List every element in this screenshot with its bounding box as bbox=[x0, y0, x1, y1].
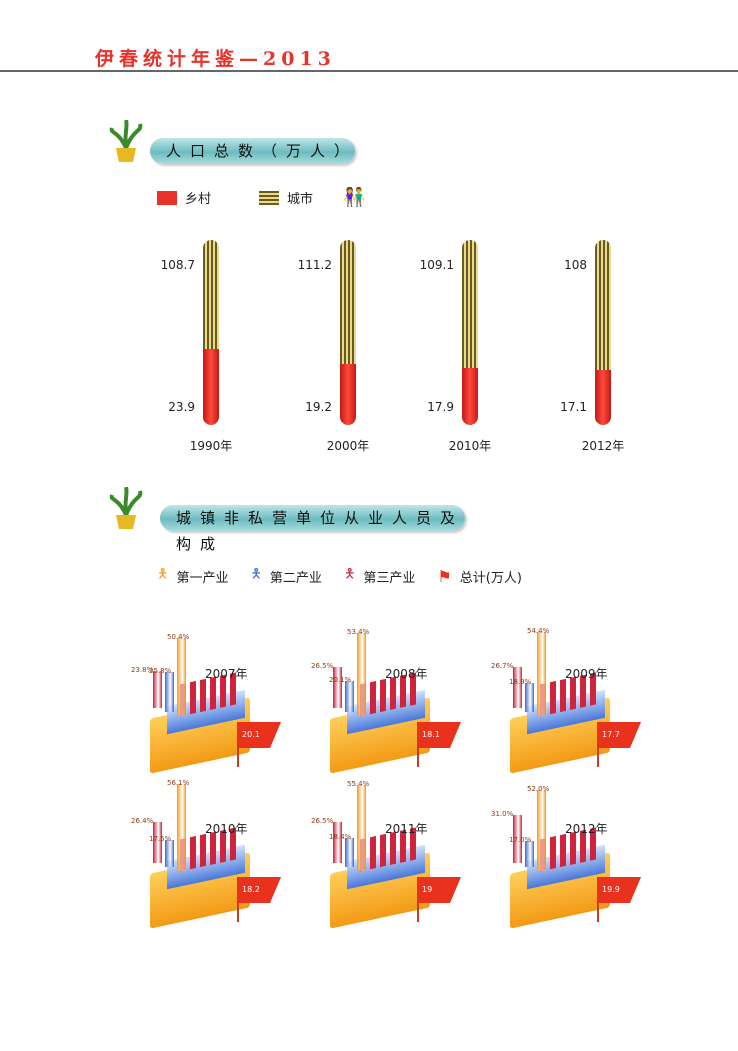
employment-infographic: 26.5% 18.4% 55.4% 2011年 19 bbox=[311, 780, 495, 929]
legend-label-urban: 城市 bbox=[287, 192, 314, 207]
share-bar bbox=[345, 680, 354, 712]
urban-value-label: 108.7 bbox=[160, 258, 195, 272]
total-value: 20.1 bbox=[242, 730, 260, 739]
employment-infographic: 26.4% 17.5% 56.1% 2010年 18.2 bbox=[131, 779, 315, 929]
share-label: 18.4% bbox=[329, 833, 352, 842]
legend-label-tertiary: 第三产业 bbox=[363, 570, 416, 586]
legend-label-rural: 乡村 bbox=[185, 192, 212, 207]
share-bar bbox=[513, 666, 522, 708]
person-icon-tertiary: 🯅 bbox=[343, 567, 356, 582]
share-bar bbox=[345, 838, 354, 867]
yearbook-header-title: 伊春统计年鉴—2013 bbox=[95, 48, 336, 70]
rural-value-label: 23.9 bbox=[168, 400, 195, 414]
share-label: 17.0% bbox=[509, 835, 532, 844]
total-value: 18.2 bbox=[242, 885, 260, 894]
rural-segment bbox=[462, 367, 478, 425]
legend-swatch-rural bbox=[157, 190, 177, 205]
share-label: 18.9% bbox=[509, 677, 532, 686]
legend-label-total: 总计(万人) bbox=[459, 570, 522, 586]
share-label: 26.4% bbox=[131, 817, 154, 826]
rural-value-label: 17.1 bbox=[560, 400, 587, 414]
rural-value-label: 17.9 bbox=[427, 400, 454, 414]
population-legend: 乡村 城市 👫 bbox=[157, 187, 365, 208]
share-label: 23.8% bbox=[131, 666, 154, 675]
total-value: 19.9 bbox=[602, 885, 620, 894]
population-tube bbox=[340, 240, 356, 425]
year-label: 2012年 bbox=[581, 439, 625, 453]
rural-segment bbox=[595, 370, 611, 425]
infographic-year: 2007年 bbox=[205, 667, 248, 681]
employment-infographic: 26.5% 20.1% 53.4% 2008年 18.1 bbox=[311, 628, 495, 774]
share-bar bbox=[333, 666, 342, 708]
share-label: 26.5% bbox=[311, 661, 334, 670]
year-label: 2000年 bbox=[326, 439, 370, 453]
share-bar bbox=[333, 821, 342, 863]
plant-icon bbox=[109, 487, 143, 529]
share-label: 54.4% bbox=[527, 626, 550, 635]
share-bar bbox=[357, 785, 366, 871]
share-bar bbox=[525, 682, 534, 712]
share-label: 17.5% bbox=[149, 834, 172, 843]
infographic-year: 2009年 bbox=[565, 667, 608, 681]
infographic-year: 2010年 bbox=[205, 822, 248, 836]
share-bar bbox=[153, 822, 162, 863]
plant-icon bbox=[109, 120, 143, 162]
person-icon-primary: 🯅 bbox=[157, 567, 169, 582]
people-icon: 👫 bbox=[343, 187, 366, 208]
infographic-year: 2011年 bbox=[385, 822, 428, 836]
share-label: 26.5% bbox=[311, 816, 334, 825]
section-title-employment: 城镇非私营单位从业人员及构成 bbox=[160, 505, 465, 553]
rural-segment bbox=[340, 363, 356, 425]
urban-value-label: 109.1 bbox=[419, 258, 454, 272]
population-tube bbox=[462, 240, 478, 425]
urban-value-label: 108 bbox=[564, 258, 587, 272]
urban-value-label: 111.2 bbox=[297, 258, 332, 272]
share-label: 55.4% bbox=[347, 780, 370, 789]
share-bar bbox=[537, 790, 546, 871]
share-bar bbox=[525, 840, 534, 867]
share-label: 20.1% bbox=[329, 675, 352, 684]
population-tube bbox=[203, 240, 219, 425]
person-icon-secondary: 🯅 bbox=[250, 567, 262, 582]
population-tube bbox=[595, 240, 611, 425]
share-bar bbox=[177, 637, 186, 716]
share-bar bbox=[537, 631, 546, 716]
legend-label-primary: 第一产业 bbox=[176, 570, 229, 586]
share-label: 53.4% bbox=[347, 628, 370, 637]
flag-icon: ⚑ bbox=[437, 566, 452, 586]
share-label: 31.0% bbox=[491, 809, 514, 818]
rural-value-label: 19.2 bbox=[305, 400, 332, 414]
share-bar bbox=[165, 672, 174, 712]
year-label: 1990年 bbox=[189, 439, 233, 453]
rural-segment bbox=[203, 348, 219, 425]
share-bar bbox=[165, 839, 174, 867]
share-label: 56.1% bbox=[167, 779, 190, 788]
share-label: 26.7% bbox=[491, 661, 514, 670]
legend-label-secondary: 第二产业 bbox=[269, 570, 322, 586]
total-value: 18.1 bbox=[422, 730, 440, 739]
infographic-year: 2012年 bbox=[565, 822, 608, 836]
employment-infographic: 31.0% 17.0% 52.0% 2012年 19.9 bbox=[491, 785, 675, 929]
infographic-year: 2008年 bbox=[385, 667, 428, 681]
share-label: 50.4% bbox=[167, 632, 190, 641]
employment-legend: 🯅 第一产业 🯅 第二产业 🯅 第三产业 ⚑ 总计(万人) bbox=[157, 565, 522, 587]
total-value: 17.7 bbox=[602, 730, 620, 739]
share-bar bbox=[513, 814, 522, 863]
share-bar bbox=[153, 671, 162, 708]
year-label: 2010年 bbox=[448, 439, 492, 453]
share-label: 52.0% bbox=[527, 785, 550, 794]
share-bar bbox=[357, 633, 366, 716]
share-bar bbox=[177, 784, 186, 871]
employment-infographic: 26.7% 18.9% 54.4% 2009年 17.7 bbox=[491, 626, 675, 774]
legend-swatch-urban bbox=[259, 190, 280, 205]
share-label: 25.8% bbox=[149, 667, 172, 676]
header-divider bbox=[0, 70, 738, 72]
total-value: 19 bbox=[422, 885, 433, 894]
section-title-population: 人口总数（万人） bbox=[150, 138, 355, 164]
employment-infographic: 23.8% 25.8% 50.4% 2007年 20.1 bbox=[131, 630, 315, 774]
